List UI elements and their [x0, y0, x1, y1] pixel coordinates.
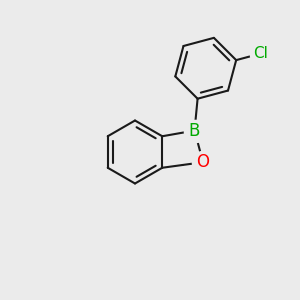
- Text: Cl: Cl: [253, 46, 268, 61]
- Text: O: O: [196, 153, 209, 171]
- Text: B: B: [189, 122, 200, 140]
